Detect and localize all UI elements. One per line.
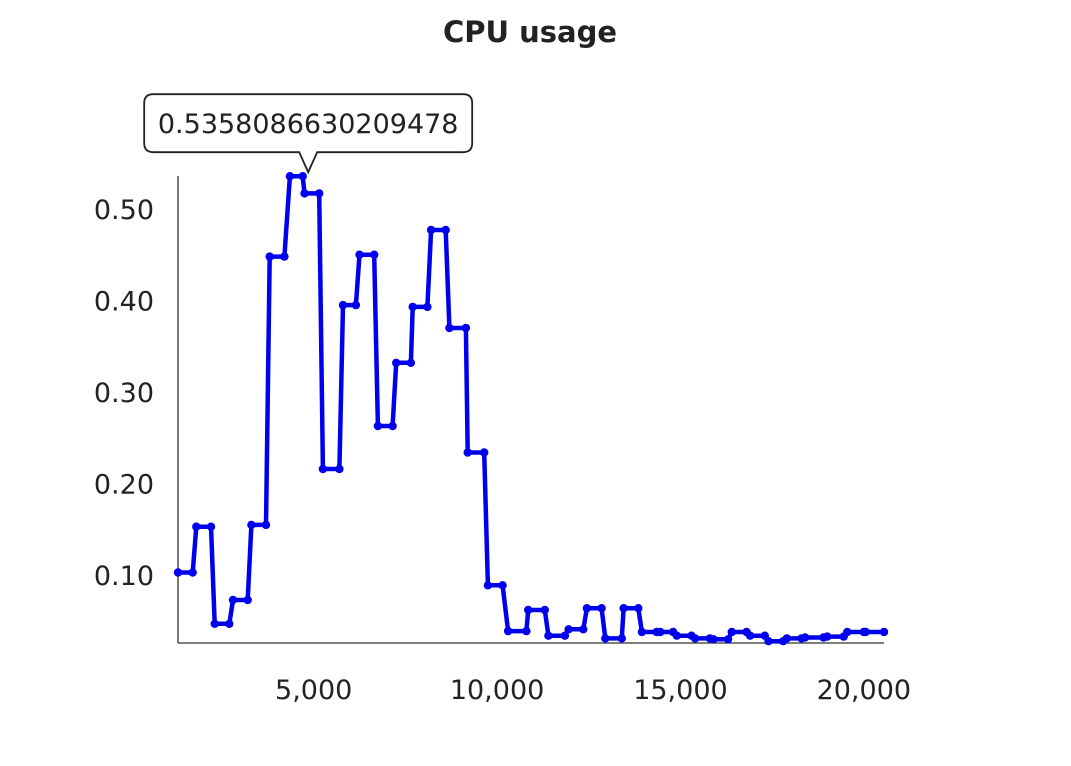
data-point	[672, 631, 681, 640]
data-point	[392, 358, 401, 367]
data-point	[370, 250, 379, 259]
data-point	[723, 635, 733, 644]
data-point	[727, 627, 736, 637]
data-point	[441, 225, 450, 235]
data-point	[188, 568, 197, 577]
series-group	[173, 172, 889, 646]
data-point	[540, 605, 549, 615]
data-point	[619, 604, 628, 613]
data-point	[544, 631, 553, 640]
data-point	[601, 634, 610, 643]
data-point	[355, 250, 364, 259]
data-point	[843, 627, 852, 637]
data-point	[426, 225, 436, 235]
data-point	[423, 302, 432, 312]
data-point	[522, 626, 531, 636]
x-tick-label: 5,000	[275, 675, 352, 706]
data-point	[351, 300, 361, 310]
data-point	[261, 520, 271, 530]
data-point	[498, 581, 507, 590]
data-point	[285, 172, 295, 181]
data-point	[637, 627, 647, 637]
data-point	[634, 604, 643, 613]
data-point	[823, 632, 832, 641]
series-line	[175, 173, 887, 644]
data-point	[461, 323, 471, 333]
data-point	[579, 625, 588, 634]
data-point	[483, 581, 493, 590]
tooltip-box	[143, 93, 474, 175]
x-tick-label: 20,000	[817, 675, 911, 706]
x-axis-ticks: 5,000 10,000 15,000 20,000	[275, 675, 911, 706]
data-point	[656, 627, 665, 637]
data-point	[560, 631, 570, 640]
data-point	[597, 604, 606, 613]
data-point	[280, 252, 289, 261]
y-tick-label: 0.50	[94, 195, 154, 226]
data-point	[709, 635, 718, 644]
data-point	[690, 634, 700, 643]
data-point	[265, 252, 274, 261]
data-point	[524, 605, 533, 615]
y-tick-label: 0.20	[94, 470, 154, 501]
data-point	[764, 637, 773, 646]
data-point	[879, 627, 889, 637]
data-point	[335, 464, 344, 474]
data-point	[338, 300, 348, 310]
data-point	[463, 448, 472, 457]
data-point	[745, 631, 755, 640]
data-point	[300, 189, 309, 198]
y-tick-label: 0.40	[94, 287, 154, 318]
x-tick-label: 15,000	[633, 675, 727, 706]
data-point	[582, 604, 592, 613]
data-point	[564, 625, 573, 634]
data-point	[445, 323, 454, 333]
data-point	[225, 619, 234, 628]
data-point	[243, 595, 252, 605]
x-tick-label: 10,000	[450, 675, 544, 706]
data-point	[503, 626, 513, 636]
chart-title: CPU usage	[443, 15, 617, 49]
data-point	[210, 619, 219, 628]
data-point	[315, 189, 324, 198]
value-tooltip: 0.5358086630209478	[143, 93, 474, 175]
data-point	[480, 448, 489, 457]
y-tick-label: 0.30	[94, 378, 154, 409]
data-point	[206, 522, 216, 531]
data-point	[861, 627, 870, 637]
data-point	[318, 464, 328, 474]
data-point	[800, 633, 810, 642]
data-point	[298, 172, 307, 181]
tooltip-value: 0.5358086630209478	[158, 109, 459, 140]
y-axis-ticks: 0.10 0.20 0.30 0.40 0.50	[94, 195, 154, 592]
data-point	[388, 421, 397, 431]
data-point	[192, 522, 201, 531]
data-point	[173, 568, 183, 577]
data-point	[408, 302, 417, 312]
data-point	[782, 634, 791, 643]
data-point	[617, 634, 626, 643]
y-tick-label: 0.10	[94, 561, 154, 592]
data-point	[406, 358, 416, 367]
data-point	[247, 520, 256, 530]
data-point	[228, 595, 238, 605]
data-point	[373, 421, 383, 431]
